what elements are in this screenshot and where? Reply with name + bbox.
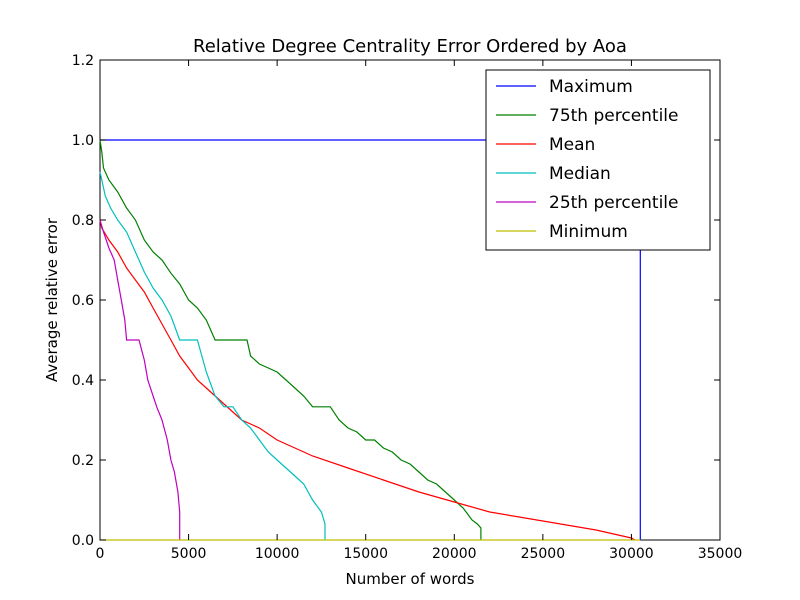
x-tick-label: 30000 [609,546,654,562]
series-line-3 [99,171,326,540]
series-line-2 [99,219,636,541]
x-tick-label: 15000 [343,546,388,562]
legend-label-3: Median [549,164,611,184]
y-tick-label: 0.8 [72,213,94,229]
series-line-1 [99,139,482,540]
x-tick-label: 0 [96,546,105,562]
legend: Maximum 75th percentile Mean Median 25th per… [485,69,711,251]
x-tick-label: 35000 [698,546,743,562]
legend-label-1: 75th percentile [549,106,679,126]
legend-label-5: Minimum [549,222,628,242]
x-tick-label: 20000 [432,546,477,562]
legend-box [485,69,711,251]
y-tick-label: 0.4 [72,373,94,389]
x-axis-label: Number of words [346,570,475,588]
y-tick-label: 0.2 [72,453,94,469]
x-tick-label: 10000 [255,546,300,562]
legend-label-2: Mean [549,135,595,155]
legend-label-4: 25th percentile [549,193,679,213]
y-tick-label: 1.0 [72,133,94,149]
y-tick-label: 0.6 [72,293,94,309]
x-tick-label: 25000 [521,546,566,562]
legend-label-0: Maximum [549,77,633,97]
ticks-layer: 0 5000 10000 15000 20000 25000 30000 35000 0.0 0.… [72,53,743,562]
series-line-4 [99,219,181,540]
chart-title: Relative Degree Centrality Error Ordered… [193,36,627,57]
y-axis-label: Average relative error [43,217,61,382]
y-tick-label: 0.0 [72,533,94,549]
y-tick-label: 1.2 [72,53,94,69]
x-tick-label: 5000 [171,546,207,562]
series-layer [99,139,641,541]
